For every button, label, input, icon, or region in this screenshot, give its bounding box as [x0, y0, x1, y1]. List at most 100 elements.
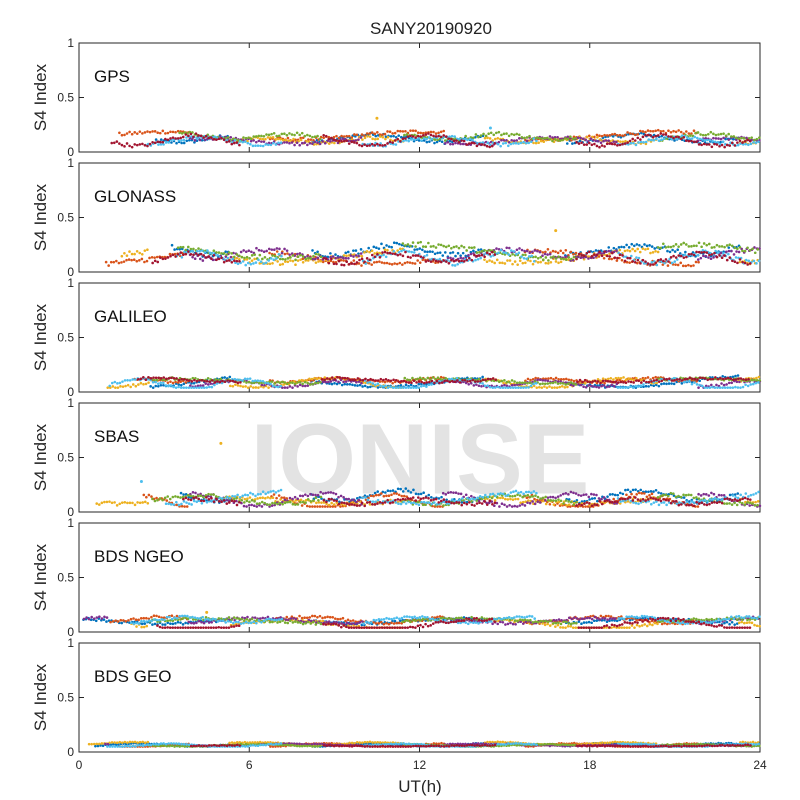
- data-point: [631, 132, 634, 136]
- data-point: [723, 245, 726, 249]
- data-point: [174, 622, 177, 625]
- data-point: [285, 249, 289, 252]
- data-point: [623, 249, 627, 253]
- data-point: [342, 254, 346, 257]
- data-point: [604, 139, 608, 142]
- data-point: [223, 376, 227, 379]
- data-point: [636, 258, 640, 262]
- data-point: [194, 252, 198, 255]
- data-point: [549, 256, 553, 259]
- data-point: [462, 257, 465, 260]
- data-point: [465, 143, 468, 146]
- data-point: [538, 378, 542, 382]
- data-point: [477, 377, 481, 381]
- data-point: [714, 249, 717, 253]
- data-point: [248, 377, 252, 380]
- data-point: [154, 384, 158, 388]
- data-point: [649, 129, 652, 133]
- data-point: [247, 503, 251, 507]
- data-point: [336, 256, 340, 259]
- data-point: [174, 495, 177, 498]
- data-point: [372, 494, 375, 498]
- data-point: [316, 381, 320, 385]
- data-point: [684, 493, 688, 497]
- data-point: [182, 500, 186, 503]
- data-point: [376, 131, 379, 134]
- data-point: [475, 144, 479, 148]
- data-point: [153, 622, 157, 626]
- data-point: [130, 145, 134, 149]
- data-point: [728, 502, 731, 505]
- data-point: [635, 377, 638, 380]
- data-point: [366, 378, 370, 382]
- data-point: [298, 143, 301, 147]
- data-point: [277, 252, 281, 256]
- data-point: [500, 502, 504, 506]
- data-point: [105, 620, 108, 623]
- data-point: [165, 499, 169, 502]
- data-point: [190, 386, 193, 389]
- data-point: [278, 257, 282, 261]
- data-point: [404, 250, 407, 254]
- data-point: [161, 623, 164, 626]
- data-point: [270, 132, 273, 136]
- data-point: [169, 254, 172, 258]
- data-point: [578, 139, 582, 143]
- data-point: [453, 135, 456, 138]
- data-point: [544, 379, 547, 382]
- data-point: [233, 495, 237, 498]
- data-point: [162, 381, 165, 385]
- data-point: [525, 139, 529, 143]
- data-point: [618, 248, 622, 252]
- data-point: [407, 489, 410, 493]
- data-point: [525, 257, 528, 261]
- data-point: [299, 258, 302, 261]
- data-point: [146, 130, 149, 133]
- data-point: [738, 246, 742, 249]
- data-point: [702, 250, 706, 254]
- data-point: [365, 132, 369, 135]
- data-point: [497, 140, 501, 144]
- data-point: [417, 139, 421, 142]
- data-point: [468, 256, 471, 260]
- data-point: [601, 379, 605, 383]
- data-point: [626, 497, 630, 500]
- data-point: [161, 140, 165, 144]
- data-point: [566, 135, 570, 139]
- data-point: [416, 377, 419, 381]
- data-point: [357, 262, 361, 265]
- data-point: [401, 490, 405, 493]
- data-point: [346, 377, 349, 380]
- data-point: [518, 259, 522, 262]
- data-point: [280, 380, 284, 384]
- data-point: [311, 493, 315, 497]
- data-point: [615, 259, 619, 262]
- data-point: [673, 260, 677, 263]
- data-point: [679, 261, 683, 265]
- data-point: [733, 501, 736, 505]
- data-point: [466, 138, 469, 142]
- data-point: [155, 255, 159, 259]
- data-point: [189, 494, 192, 498]
- data-point: [569, 383, 573, 387]
- data-point: [421, 131, 425, 135]
- data-point: [519, 386, 523, 389]
- data-point: [532, 141, 535, 145]
- data-point: [582, 385, 585, 389]
- data-point: [607, 246, 611, 249]
- data-point: [318, 376, 321, 380]
- data-point: [206, 383, 210, 386]
- data-point: [250, 254, 254, 257]
- data-point: [135, 259, 139, 263]
- data-point: [289, 139, 293, 142]
- data-point: [644, 490, 648, 494]
- data-point: [213, 383, 216, 387]
- data-point: [695, 136, 699, 140]
- data-point: [687, 503, 691, 507]
- data-point: [395, 262, 399, 266]
- data-point: [250, 250, 253, 254]
- data-point: [419, 255, 423, 258]
- data-point: [357, 252, 360, 255]
- data-point: [748, 262, 752, 265]
- data-point: [316, 250, 319, 254]
